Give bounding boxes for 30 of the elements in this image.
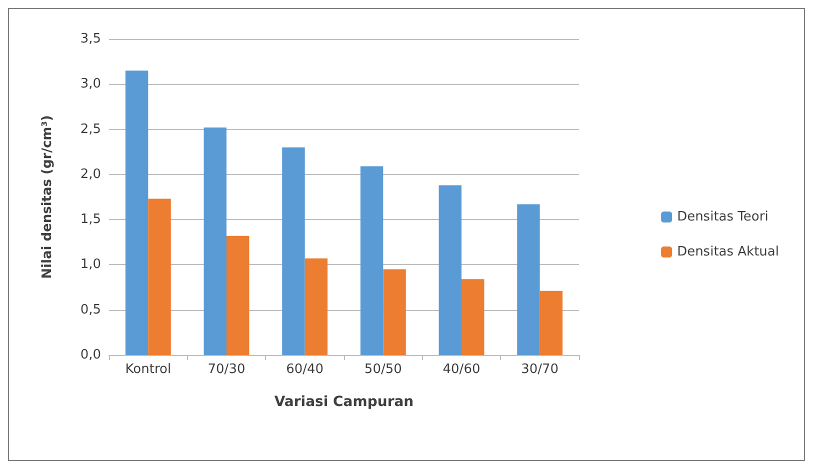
- bar: [517, 204, 540, 355]
- y-tick-label: 2,0: [80, 166, 101, 182]
- x-axis-title: Variasi Campuran: [274, 394, 414, 410]
- x-tick-label: 40/60: [442, 362, 480, 377]
- bar: [125, 70, 148, 355]
- x-tick-label: 50/50: [364, 362, 402, 377]
- bar: [282, 147, 305, 355]
- bar: [360, 166, 384, 355]
- bar: [438, 185, 462, 355]
- bar: [304, 258, 328, 355]
- y-axis-title: Nilai densitas (gr/cm³): [40, 115, 55, 279]
- bar: [148, 198, 171, 355]
- y-tick-label: 1,5: [80, 212, 101, 228]
- x-tick-label: 30/70: [521, 362, 559, 377]
- y-tick-label: 2,5: [80, 122, 101, 137]
- bar: [540, 290, 563, 355]
- bar: [462, 279, 484, 355]
- y-tick-label: 0,5: [80, 302, 101, 318]
- bar: [383, 269, 406, 355]
- x-tick-label: 60/40: [286, 362, 324, 377]
- y-tick-label: 1,0: [80, 257, 101, 272]
- bar: [226, 236, 250, 355]
- y-tick-label: 3,5: [80, 32, 101, 46]
- legend-label: Densitas Teori: [677, 210, 768, 224]
- y-tick-label: 3,0: [80, 76, 101, 92]
- x-tick-label: Kontrol: [125, 362, 172, 377]
- legend-label: Densitas Aktual: [677, 244, 779, 260]
- x-tick-label: 70/30: [208, 362, 246, 377]
- y-tick-label: 0,0: [80, 348, 101, 362]
- bar: [204, 127, 226, 355]
